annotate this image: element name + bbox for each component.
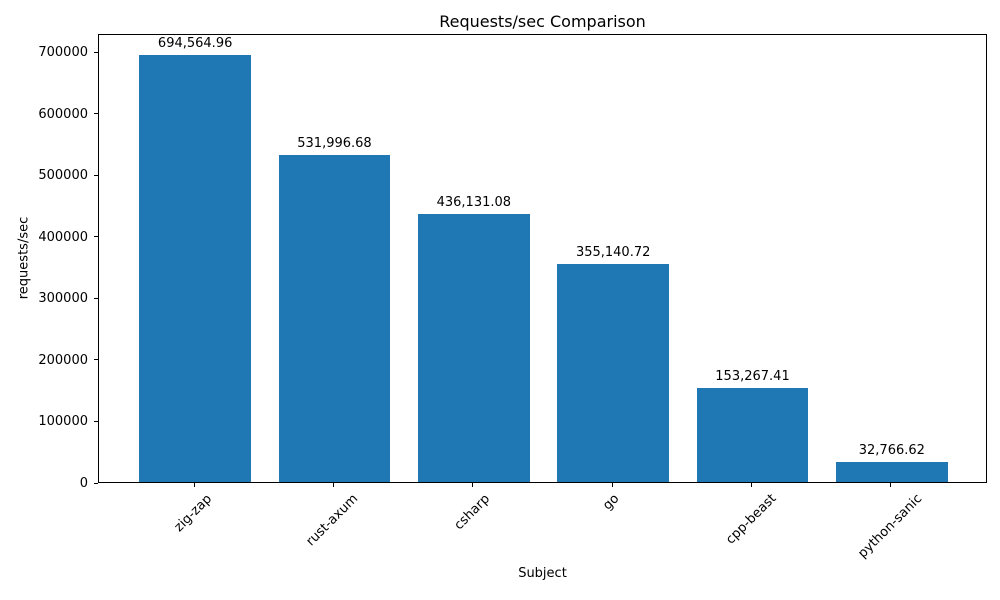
y-tick-label: 300000	[38, 291, 88, 307]
x-tick-mark	[611, 483, 613, 487]
y-tick-mark	[94, 482, 98, 484]
bar-value-label: 355,140.72	[575, 244, 651, 260]
bar-zig-zap	[139, 54, 251, 482]
bar-rust-axum	[278, 154, 391, 482]
x-tick-mark	[472, 483, 474, 487]
y-tick-mark	[94, 420, 98, 422]
y-tick-mark	[94, 297, 98, 299]
x-tick-label-zig-zap: zig-zap	[171, 491, 216, 535]
y-tick-mark	[94, 51, 98, 53]
x-tick-mark	[751, 483, 752, 487]
x-tick-mark	[332, 483, 334, 487]
bar-value-label: 153,267.41	[715, 368, 790, 384]
x-tick-label-cpp-beast: cpp-beast	[722, 491, 779, 548]
x-tick-mark	[890, 483, 892, 487]
x-tick-label-go: go	[600, 491, 623, 514]
plot-area: 694,564.96 531,996.68 436,131.08 355,140.72…	[98, 34, 987, 483]
y-tick-label: 0	[79, 476, 88, 491]
y-tick-label: 500000	[38, 168, 88, 184]
x-tick-label-csharp: csharp	[451, 491, 493, 533]
y-tick-label: 200000	[38, 352, 88, 368]
y-tick-label: 600000	[38, 106, 88, 122]
y-tick-label: 100000	[38, 414, 88, 430]
bar-value-label: 531,996.68	[297, 135, 372, 151]
bar-value-label: 32,766.62	[858, 442, 925, 458]
x-tick-mark	[193, 483, 195, 487]
bar-go	[557, 263, 669, 482]
x-tick-label-python-sanic: python-sanic	[855, 491, 926, 562]
chart-title: Requests/sec Comparison	[439, 12, 646, 31]
y-tick-mark	[94, 113, 98, 115]
y-tick-mark	[94, 359, 98, 361]
bar-value-label: 694,564.96	[157, 35, 233, 51]
bar-python-sanic	[836, 461, 948, 482]
y-tick-mark	[94, 174, 98, 176]
bar-cpp-beast	[696, 387, 809, 482]
x-axis-label: Subject	[518, 566, 567, 581]
y-axis-label: requests/sec	[16, 216, 32, 300]
x-tick-label-rust-axum: rust-axum	[303, 491, 362, 550]
y-tick-label: 700000	[38, 45, 88, 61]
bar-value-label: 436,131.08	[436, 194, 512, 210]
bar-csharp	[418, 213, 530, 482]
y-tick-label: 400000	[38, 229, 88, 245]
y-tick-mark	[94, 236, 98, 238]
